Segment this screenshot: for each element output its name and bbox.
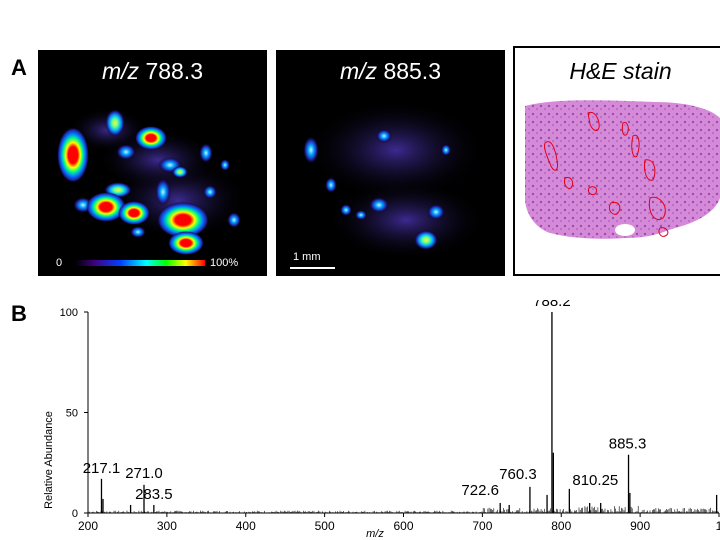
mass-spectrum-chart: 200 300 400 500 600 700 800 900 1 0 50 100 217.1 271… — [43, 300, 720, 540]
peak-label: 722.6 — [461, 482, 499, 499]
mz-788-title: m/z 788.3 — [101, 58, 203, 84]
panel-label-b: B — [11, 301, 27, 326]
chart-axes: 200 300 400 500 600 700 800 900 1 0 50 100 — [60, 307, 720, 533]
x-tick-label: 600 — [393, 519, 413, 533]
x-tick-label: 500 — [315, 519, 335, 533]
ms-image-mz-885: m/z 885.3 1 mm — [276, 50, 505, 276]
peak-label: 283.5 — [135, 486, 173, 503]
x-tick-label: 400 — [236, 519, 256, 533]
x-tick-label: 300 — [157, 519, 177, 533]
he-tissue-image — [525, 100, 720, 239]
x-tick-label: 200 — [78, 519, 98, 533]
spectrum-peaks — [87, 312, 719, 513]
peak-label: 788.2 — [533, 300, 571, 310]
panel-label-a: A — [11, 55, 27, 80]
x-tick-label: 1 — [716, 519, 720, 533]
heatmap-788 — [57, 108, 248, 266]
ms-image-mz-788: m/z 788.3 0 100% — [38, 50, 267, 276]
he-stain-panel: H&E stain — [513, 46, 720, 276]
y-tick-label: 100 — [60, 307, 78, 319]
mz-885-title: m/z 885.3 — [339, 58, 441, 84]
colorbar-max-label: 100% — [210, 257, 239, 269]
peak-label: 885.3 — [609, 436, 647, 453]
baseline-noise — [87, 506, 719, 513]
y-tick-label: 50 — [66, 408, 78, 420]
scale-bar-label: 1 mm — [293, 251, 321, 263]
tumor-outlines — [544, 111, 669, 237]
colorbar — [75, 260, 205, 266]
colorbar-min-label: 0 — [56, 257, 63, 269]
heatmap-885 — [290, 100, 486, 269]
y-axis-label: Relative Abundance — [43, 411, 55, 509]
peak-label: 217.1 — [83, 460, 121, 477]
x-tick-label: 900 — [630, 519, 650, 533]
peak-label: 810.25 — [572, 472, 618, 489]
x-axis-label: m/z — [366, 528, 384, 540]
y-tick-label: 0 — [72, 508, 78, 520]
he-stain-title: H&E stain — [569, 58, 672, 84]
peak-label: 271.0 — [125, 465, 163, 482]
x-tick-label: 800 — [551, 519, 571, 533]
tissue-section — [525, 100, 720, 239]
x-tick-label: 700 — [472, 519, 492, 533]
peak-label: 760.3 — [499, 466, 537, 483]
